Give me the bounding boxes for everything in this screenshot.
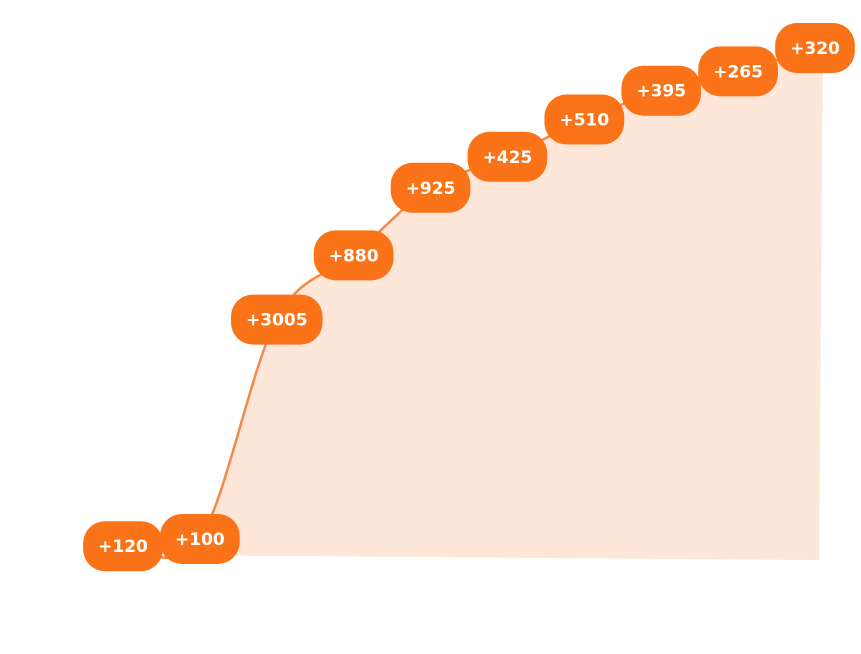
pill: [698, 46, 778, 97]
value-pill: +100: [160, 513, 240, 564]
pill: [621, 65, 702, 116]
value-pill: +3005: [230, 294, 323, 345]
value-label: +510: [559, 111, 609, 131]
value-pill: +880: [313, 230, 394, 281]
value-pill: +510: [544, 94, 625, 145]
value-label: +265: [713, 62, 763, 82]
pill: [467, 131, 548, 182]
value-label: +880: [329, 246, 379, 266]
pill: [230, 294, 323, 345]
pill: [775, 23, 855, 73]
value-pill: +320: [775, 23, 855, 73]
value-pill: +120: [83, 521, 163, 572]
area: [123, 48, 823, 560]
value-label: +395: [636, 82, 686, 102]
pill: [313, 230, 394, 281]
value-pill: +925: [390, 162, 471, 213]
pill: [544, 94, 625, 145]
pill: [83, 521, 163, 572]
pill: [390, 162, 471, 213]
value-label: +100: [175, 530, 225, 550]
value-pill: +425: [467, 131, 548, 182]
value-label: +320: [790, 39, 840, 59]
value-label: +425: [483, 148, 533, 168]
value-label: +120: [98, 537, 148, 557]
value-label: +925: [406, 179, 456, 199]
value-pill: +265: [698, 46, 778, 97]
pill: [160, 513, 240, 564]
value-pill: +395: [621, 65, 702, 116]
value-label: +3005: [246, 311, 308, 331]
